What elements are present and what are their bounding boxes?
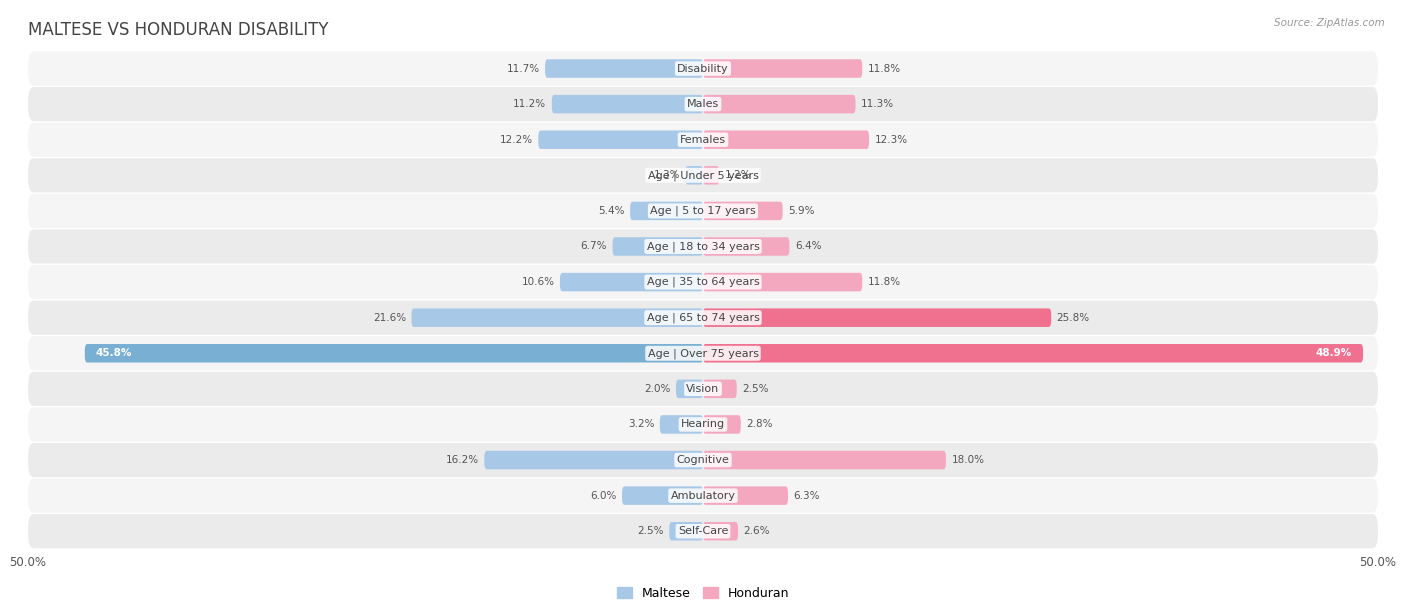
Text: 2.6%: 2.6%: [744, 526, 770, 536]
Text: Cognitive: Cognitive: [676, 455, 730, 465]
Text: 6.7%: 6.7%: [581, 242, 607, 252]
FancyBboxPatch shape: [703, 95, 855, 113]
Text: Hearing: Hearing: [681, 419, 725, 430]
FancyBboxPatch shape: [669, 522, 703, 540]
FancyBboxPatch shape: [659, 415, 703, 434]
FancyBboxPatch shape: [28, 51, 1378, 86]
FancyBboxPatch shape: [412, 308, 703, 327]
Text: 5.9%: 5.9%: [787, 206, 814, 216]
FancyBboxPatch shape: [28, 159, 1378, 192]
FancyBboxPatch shape: [703, 344, 1362, 362]
Text: 45.8%: 45.8%: [96, 348, 132, 358]
Text: Age | 18 to 34 years: Age | 18 to 34 years: [647, 241, 759, 252]
FancyBboxPatch shape: [28, 122, 1378, 157]
Text: 12.2%: 12.2%: [499, 135, 533, 144]
Text: 2.5%: 2.5%: [637, 526, 664, 536]
FancyBboxPatch shape: [546, 59, 703, 78]
Text: MALTESE VS HONDURAN DISABILITY: MALTESE VS HONDURAN DISABILITY: [28, 21, 329, 39]
Text: 2.8%: 2.8%: [747, 419, 773, 430]
Text: 12.3%: 12.3%: [875, 135, 907, 144]
Text: 5.4%: 5.4%: [598, 206, 624, 216]
Text: 6.4%: 6.4%: [794, 242, 821, 252]
Text: 21.6%: 21.6%: [373, 313, 406, 323]
Text: Age | 35 to 64 years: Age | 35 to 64 years: [647, 277, 759, 288]
Text: 2.0%: 2.0%: [644, 384, 671, 394]
FancyBboxPatch shape: [84, 344, 703, 362]
Text: 11.7%: 11.7%: [506, 64, 540, 73]
FancyBboxPatch shape: [703, 166, 720, 185]
FancyBboxPatch shape: [703, 273, 862, 291]
Text: 11.8%: 11.8%: [868, 277, 901, 287]
Text: 1.3%: 1.3%: [654, 170, 681, 181]
Text: Ambulatory: Ambulatory: [671, 491, 735, 501]
FancyBboxPatch shape: [703, 522, 738, 540]
Text: 1.2%: 1.2%: [724, 170, 751, 181]
Text: 48.9%: 48.9%: [1316, 348, 1353, 358]
Text: 11.3%: 11.3%: [860, 99, 894, 109]
Text: Disability: Disability: [678, 64, 728, 73]
FancyBboxPatch shape: [28, 87, 1378, 121]
Text: 16.2%: 16.2%: [446, 455, 479, 465]
FancyBboxPatch shape: [551, 95, 703, 113]
FancyBboxPatch shape: [28, 443, 1378, 477]
FancyBboxPatch shape: [28, 194, 1378, 228]
Text: Age | Under 5 years: Age | Under 5 years: [648, 170, 758, 181]
FancyBboxPatch shape: [676, 379, 703, 398]
Text: 2.5%: 2.5%: [742, 384, 769, 394]
FancyBboxPatch shape: [703, 487, 787, 505]
FancyBboxPatch shape: [560, 273, 703, 291]
FancyBboxPatch shape: [613, 237, 703, 256]
FancyBboxPatch shape: [621, 487, 703, 505]
FancyBboxPatch shape: [484, 451, 703, 469]
FancyBboxPatch shape: [703, 451, 946, 469]
FancyBboxPatch shape: [703, 379, 737, 398]
FancyBboxPatch shape: [703, 308, 1052, 327]
Text: 18.0%: 18.0%: [952, 455, 984, 465]
FancyBboxPatch shape: [28, 265, 1378, 299]
FancyBboxPatch shape: [703, 59, 862, 78]
FancyBboxPatch shape: [28, 336, 1378, 370]
Text: 6.3%: 6.3%: [793, 491, 820, 501]
Text: Age | Over 75 years: Age | Over 75 years: [648, 348, 758, 359]
FancyBboxPatch shape: [703, 415, 741, 434]
FancyBboxPatch shape: [28, 300, 1378, 335]
Text: Females: Females: [681, 135, 725, 144]
FancyBboxPatch shape: [28, 408, 1378, 441]
FancyBboxPatch shape: [28, 230, 1378, 264]
FancyBboxPatch shape: [630, 201, 703, 220]
Text: 11.8%: 11.8%: [868, 64, 901, 73]
FancyBboxPatch shape: [28, 479, 1378, 513]
Text: Males: Males: [688, 99, 718, 109]
FancyBboxPatch shape: [28, 514, 1378, 548]
FancyBboxPatch shape: [703, 130, 869, 149]
FancyBboxPatch shape: [28, 371, 1378, 406]
Text: 6.0%: 6.0%: [591, 491, 617, 501]
Text: 10.6%: 10.6%: [522, 277, 554, 287]
Text: 3.2%: 3.2%: [628, 419, 654, 430]
Text: Source: ZipAtlas.com: Source: ZipAtlas.com: [1274, 18, 1385, 28]
FancyBboxPatch shape: [703, 237, 789, 256]
Legend: Maltese, Honduran: Maltese, Honduran: [612, 582, 794, 605]
FancyBboxPatch shape: [686, 166, 703, 185]
Text: 11.2%: 11.2%: [513, 99, 547, 109]
Text: Age | 65 to 74 years: Age | 65 to 74 years: [647, 312, 759, 323]
FancyBboxPatch shape: [538, 130, 703, 149]
FancyBboxPatch shape: [703, 201, 783, 220]
Text: Vision: Vision: [686, 384, 720, 394]
Text: Age | 5 to 17 years: Age | 5 to 17 years: [650, 206, 756, 216]
Text: 25.8%: 25.8%: [1057, 313, 1090, 323]
Text: Self-Care: Self-Care: [678, 526, 728, 536]
